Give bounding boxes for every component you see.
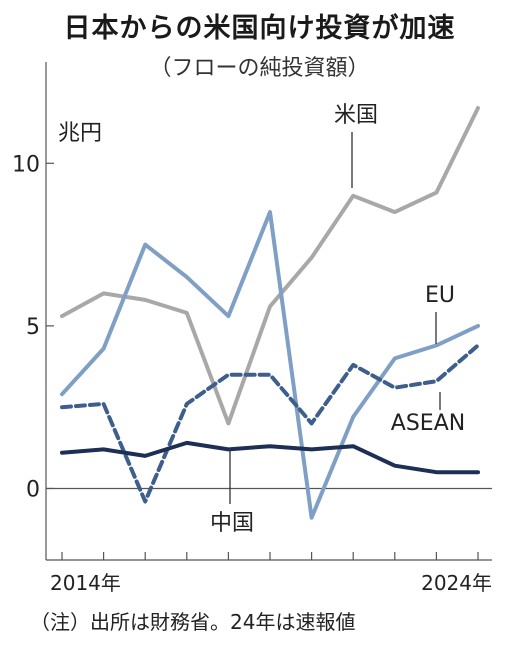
source-note: （注）出所は財務省。24年は速報値 (30, 610, 356, 634)
series-label: 米国 (334, 103, 378, 128)
y-tick-label: 10 (12, 152, 40, 177)
y-tick-label: 5 (26, 315, 40, 340)
series-label: ASEAN (391, 411, 465, 436)
chart-subtitle: （フローの純投資額） (149, 56, 370, 81)
chart-series (60, 106, 480, 520)
chart-labels: 米国 EU ASEAN 中国 (210, 103, 465, 536)
series-line (60, 343, 480, 504)
x-tick-label: 2024年 (421, 571, 492, 595)
series-line (60, 440, 480, 475)
y-unit-label: 兆円 (58, 121, 102, 146)
chart-axes: 0 5 10 2014年 2024年 兆円 (12, 62, 492, 595)
x-tick-label: 2014年 (50, 571, 121, 595)
series-label: 中国 (210, 511, 254, 536)
series-line (60, 106, 480, 426)
y-tick-label: 0 (26, 477, 40, 502)
series-line (60, 210, 480, 520)
chart-title: 日本からの米国向け投資が加速 (63, 13, 456, 44)
series-label: EU (425, 283, 455, 308)
